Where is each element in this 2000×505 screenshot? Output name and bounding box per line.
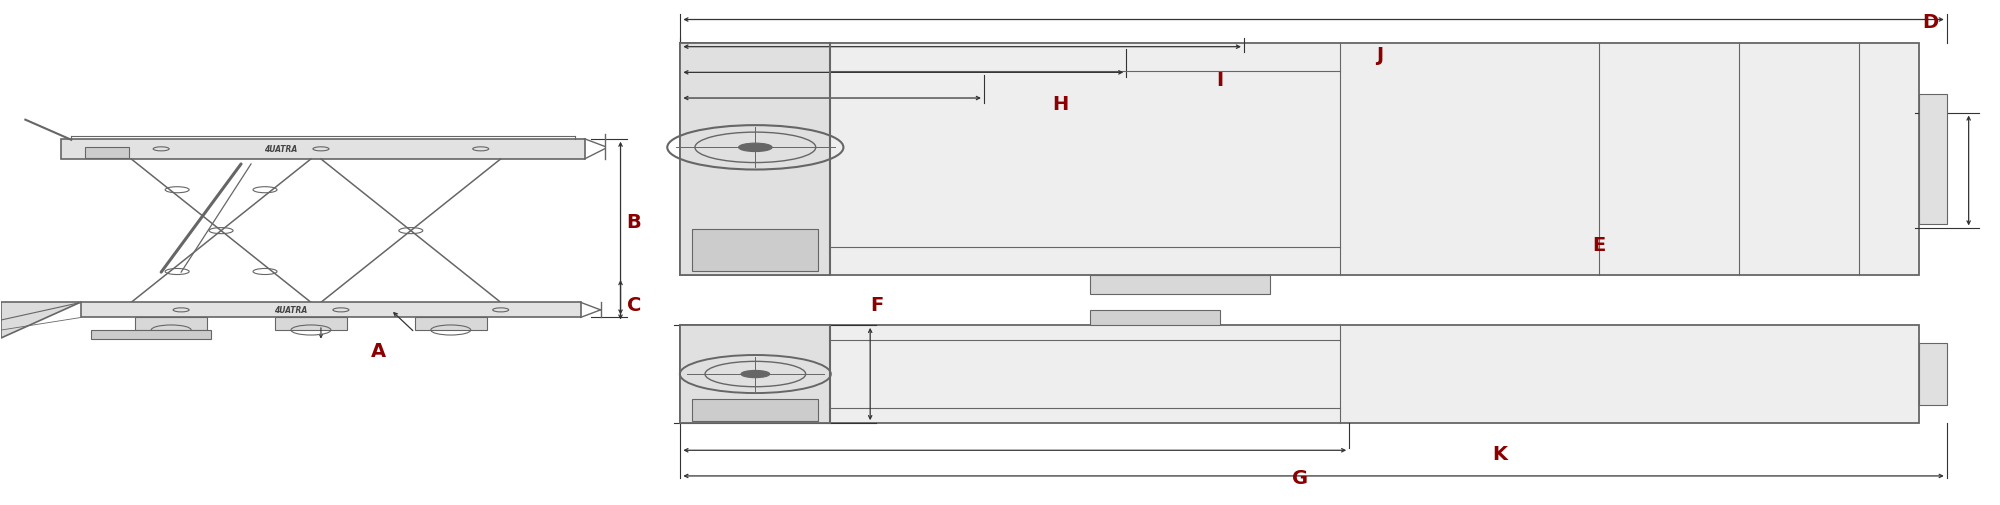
Bar [692, 229, 818, 271]
Bar [1918, 95, 1946, 224]
Text: B: B [626, 213, 642, 232]
Text: J: J [1376, 45, 1384, 65]
Text: A: A [370, 341, 386, 360]
Bar [276, 318, 346, 330]
Text: D: D [1922, 13, 1938, 32]
Bar [680, 325, 1918, 423]
Bar [62, 139, 584, 160]
Bar [680, 44, 1918, 275]
Bar [92, 330, 212, 339]
Bar [136, 318, 208, 330]
Text: G: G [1292, 468, 1308, 487]
Bar [414, 318, 486, 330]
Text: 4UATRA: 4UATRA [264, 145, 298, 154]
Text: C: C [626, 296, 640, 315]
Text: F: F [870, 296, 884, 315]
Bar [1090, 275, 1270, 294]
Bar [1918, 343, 1946, 406]
Text: I: I [1216, 71, 1224, 90]
Bar [680, 325, 830, 423]
Bar [692, 399, 818, 421]
Text: 4UATRA: 4UATRA [274, 306, 308, 315]
Bar [82, 302, 580, 318]
Bar [86, 147, 130, 159]
Polygon shape [2, 302, 82, 338]
Bar [680, 44, 830, 275]
Bar [1090, 310, 1220, 325]
Text: K: K [1492, 444, 1506, 463]
Text: H: H [1052, 95, 1068, 114]
Circle shape [740, 371, 770, 378]
Text: E: E [1592, 235, 1606, 255]
Circle shape [738, 144, 772, 152]
